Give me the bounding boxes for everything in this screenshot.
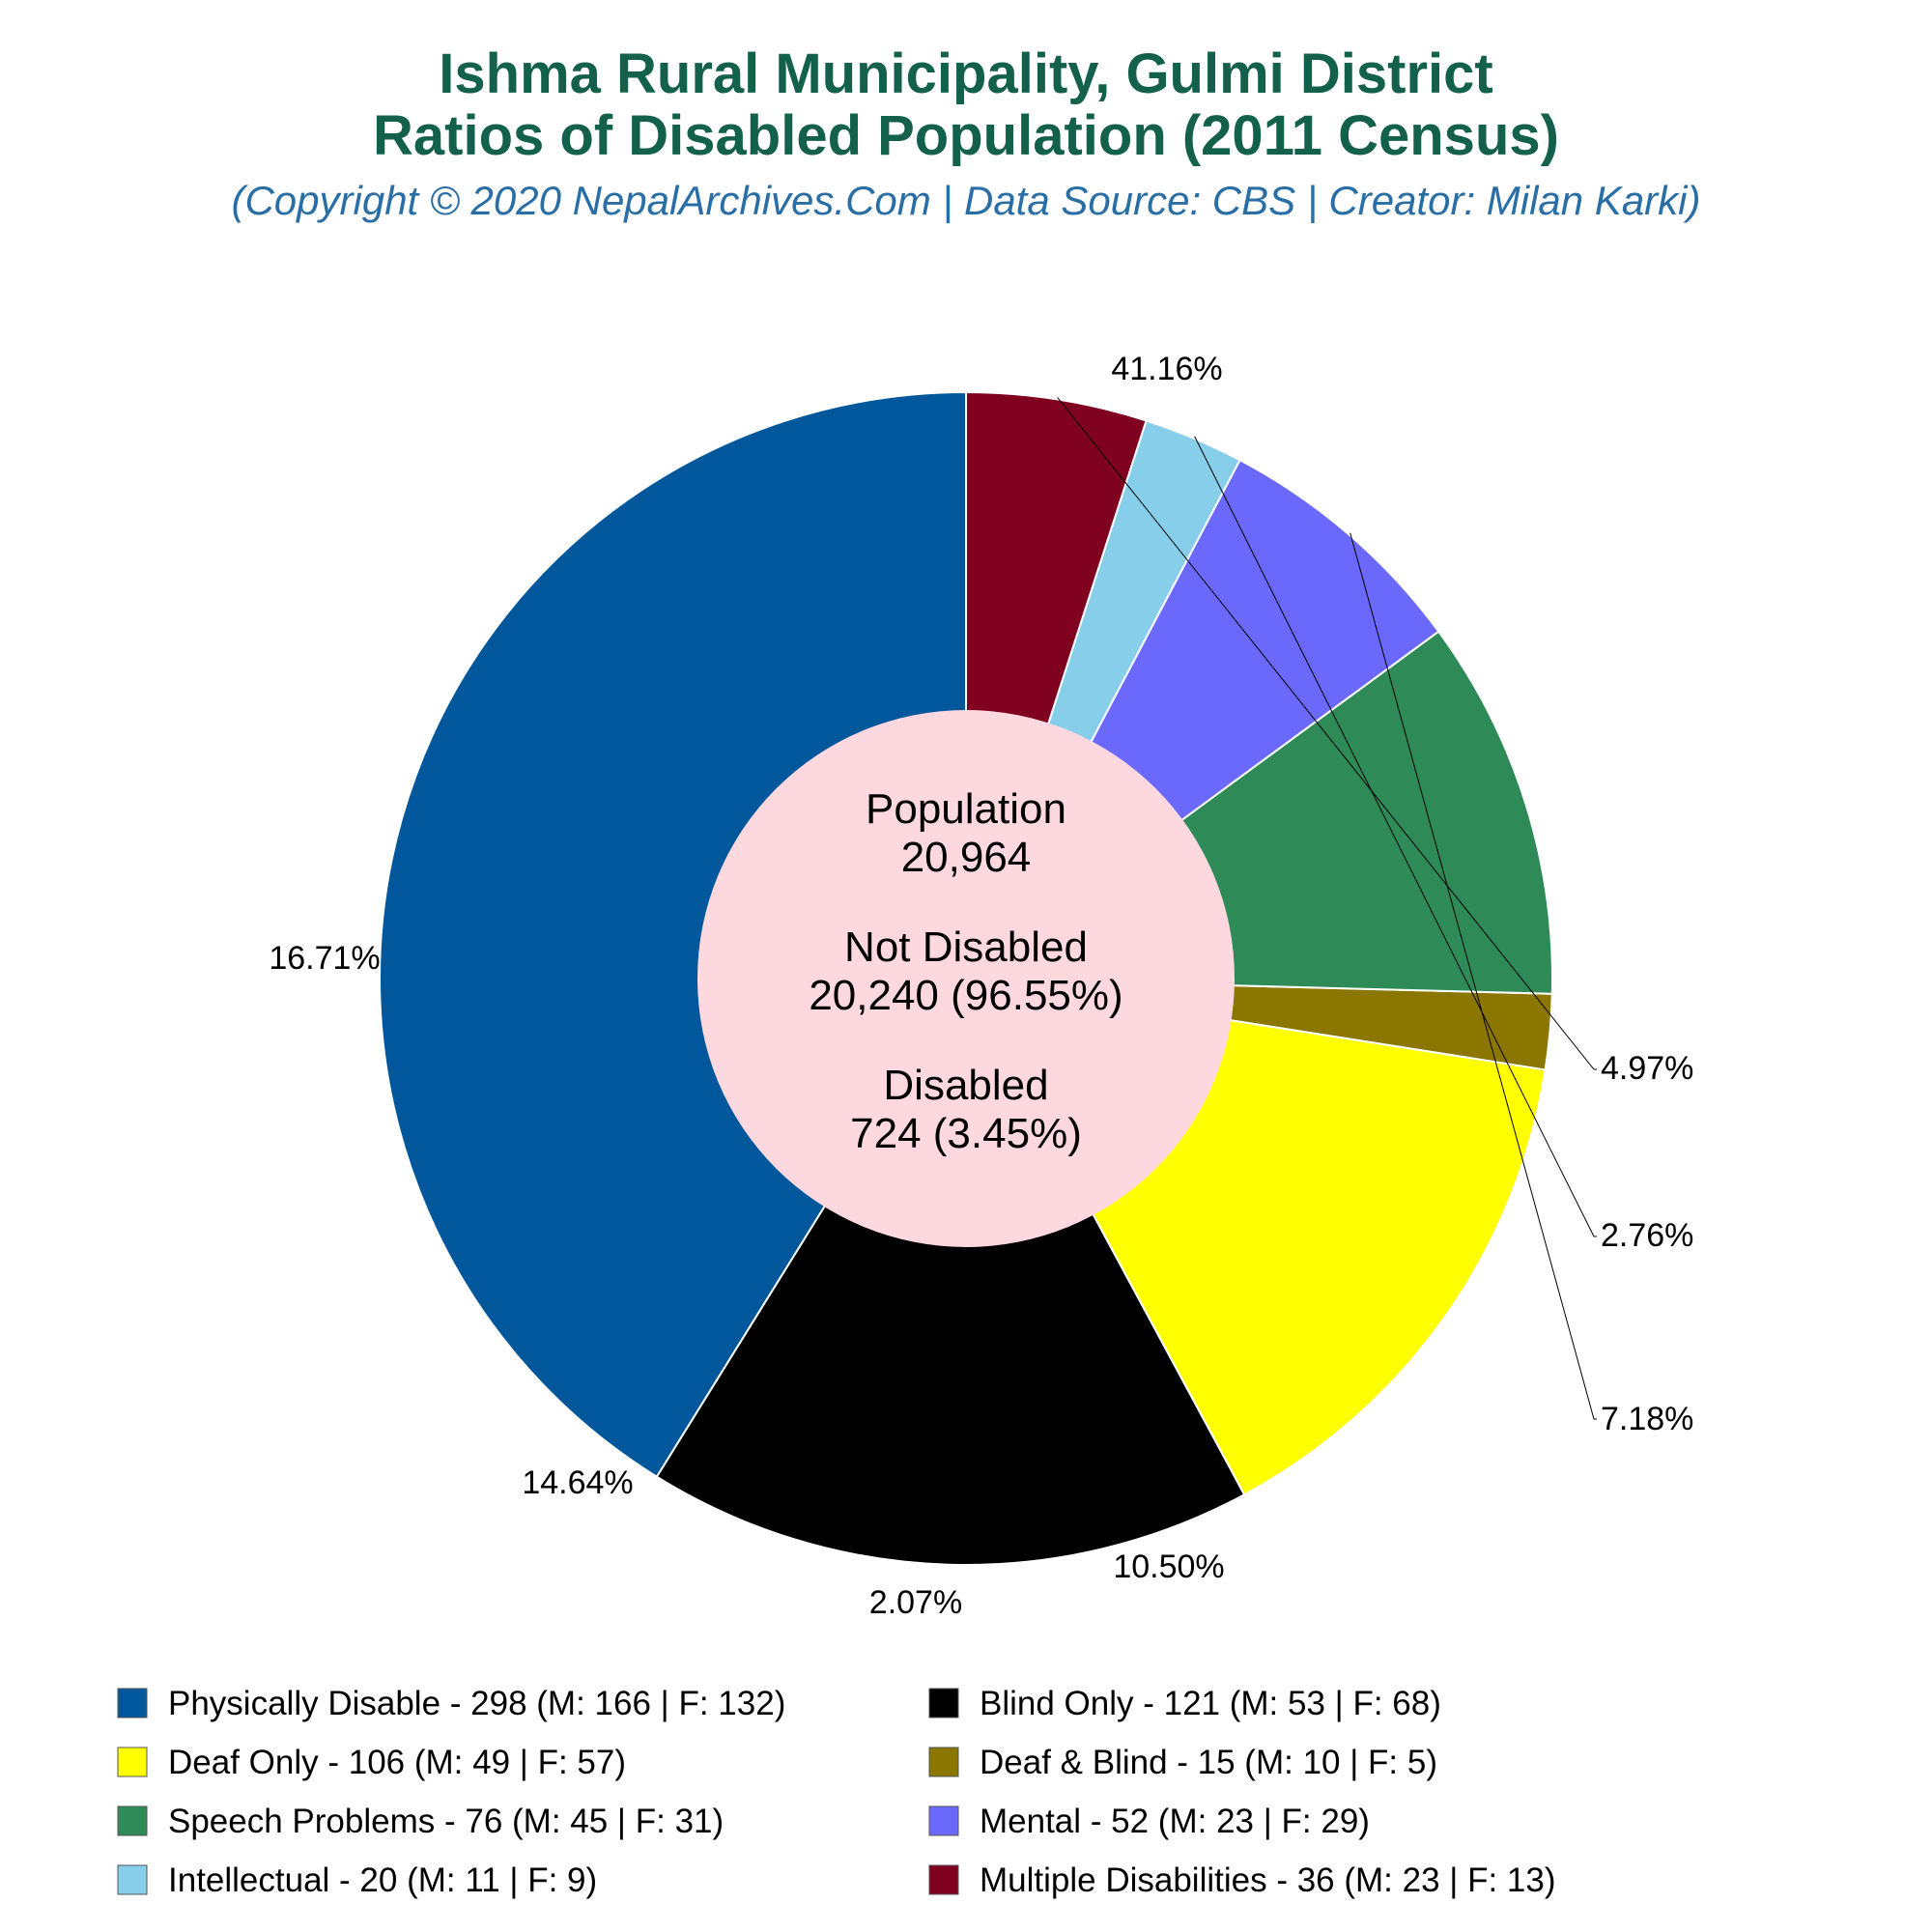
legend-label-multiple-disabilities: Multiple Disabilities - 36 (M: 23 | F: 1… [980,1861,1556,1899]
slice-physically-disable [379,390,967,1479]
legend-label-blind-only: Blind Only - 121 (M: 53 | F: 68) [980,1685,1441,1722]
legend-swatch-intellectual [117,1864,148,1895]
legend-swatch-physically-disable [117,1688,148,1719]
legend-label-intellectual: Intellectual - 20 (M: 11 | F: 9) [168,1861,597,1899]
center-not-disabled-label: Not Disabled [844,923,1088,971]
percent-label-deaf-and-blind: 2.07% [869,1584,962,1621]
slice-blind-only [655,977,1246,1567]
legend-label-deaf-and-blind: Deaf & Blind - 15 (M: 10 | F: 5) [980,1744,1437,1781]
leader-line-mental [1350,532,1597,1420]
center-not-disabled-value: 20,240 (96.55%) [809,972,1122,1019]
legend-label-speech-problems: Speech Problems - 76 (M: 45 | F: 31) [168,1803,724,1840]
legend-label-physically-disable: Physically Disable - 298 (M: 166 | F: 13… [168,1685,785,1722]
chart-subtitle: (Copyright © 2020 NepalArchives.Com | Da… [231,178,1700,224]
leader-line-intellectual [1194,436,1597,1237]
percent-label-intellectual: 2.76% [1601,1217,1693,1254]
legend-swatch-blind-only [928,1688,959,1719]
percent-label-physically-disable: 41.16% [1111,351,1222,387]
donut-center [697,710,1235,1247]
legend-swatch-multiple-disabilities [928,1864,959,1895]
leader-line-multiple-disabilities [1057,397,1597,1070]
chart-title-line1: Ishma Rural Municipality, Gulmi District [439,43,1492,105]
legend-swatch-deaf-and-blind [928,1747,959,1777]
percent-label-speech-problems: 10.50% [1113,1548,1224,1585]
percent-label-deaf-only: 14.64% [522,1464,633,1501]
legend-swatch-speech-problems [117,1805,148,1836]
legend-swatch-deaf-only [117,1747,148,1777]
legend-label-deaf-only: Deaf Only - 106 (M: 49 | F: 57) [168,1744,626,1781]
pie-percent-labels: 41.16% 16.71% 14.64% 2.07% 10.50% 7.18% 2.76% 4… [269,351,1693,1621]
chart-title-line2: Ratios of Disabled Population (2011 Cens… [373,104,1559,167]
percent-label-mental: 7.18% [1601,1401,1693,1437]
center-disabled-value: 724 (3.45%) [850,1110,1082,1157]
percent-label-blind-only: 16.71% [269,940,380,977]
pie-leader-lines [1057,397,1597,1420]
center-population-label: Population [866,785,1066,833]
legend-label-mental: Mental - 52 (M: 23 | F: 29) [980,1803,1370,1840]
legend-swatch-mental [928,1805,959,1836]
percent-label-multiple-disabilities: 4.97% [1601,1050,1693,1087]
center-disabled-label: Disabled [883,1062,1048,1109]
center-population-value: 20,964 [901,834,1032,881]
chart-legend: Physically Disable - 298 (M: 166 | F: 13… [117,1685,1556,1899]
